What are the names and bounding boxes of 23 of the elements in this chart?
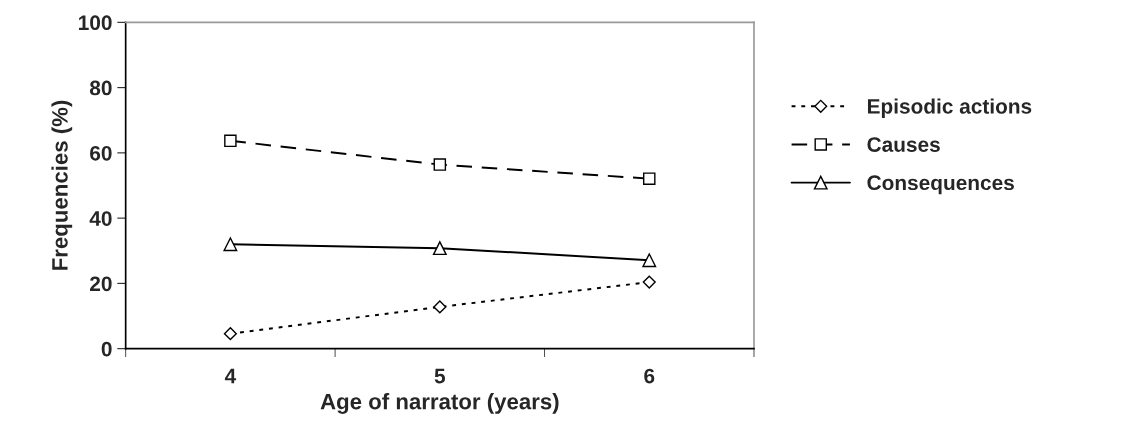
y-tick-label: 60 [90,145,112,161]
legend-label: Causes [867,137,940,152]
point [223,237,238,252]
y-tick-label: 80 [89,80,112,96]
point [224,134,237,148]
y-tick-label: 100 [79,15,112,31]
point [642,275,656,289]
point [223,327,237,341]
y-tick-label: 40 [89,211,112,226]
y-tick-label: 20 [90,276,112,292]
point [433,300,447,314]
y-axis-title: Frequencies (%) [51,100,73,270]
point [643,172,656,185]
point [642,253,657,268]
x-tick-label: 5 [434,368,446,384]
x-tick-label: 6 [644,368,655,384]
legend-label: Episodic actions [867,98,1032,118]
point [432,241,447,256]
legend-label: Consequences [867,175,1014,195]
point [433,158,447,171]
y-tick-label: 0 [101,341,112,357]
x-tick-label: 4 [224,368,237,384]
x-axis-title: Age of narrator (years) [320,393,559,414]
